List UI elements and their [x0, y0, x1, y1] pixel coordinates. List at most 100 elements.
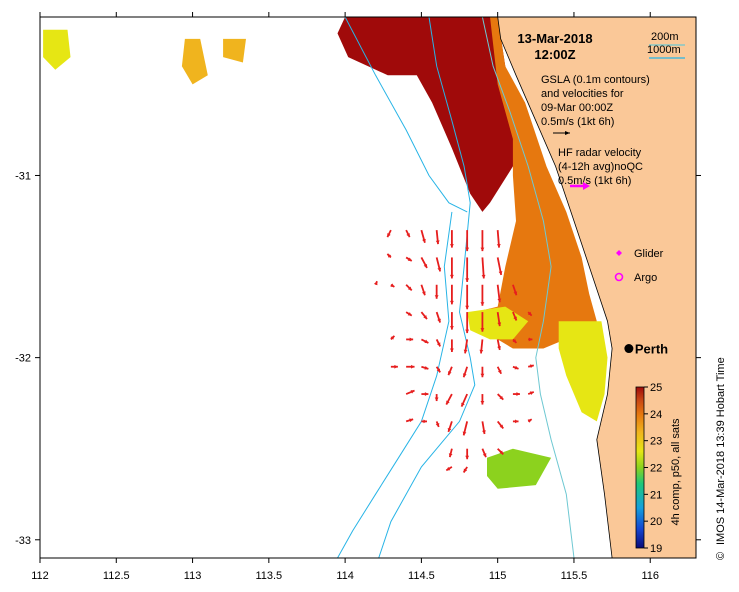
hf-vector-15	[496, 257, 503, 276]
hf-vector-70	[496, 420, 504, 429]
hf-vector-head	[497, 298, 502, 303]
x-tick-label: 116	[641, 570, 659, 582]
hf-vector-38	[435, 339, 441, 347]
hf-vector-23	[480, 284, 485, 306]
legend-depth-200-label: 200m	[651, 31, 679, 43]
hf-vector-head	[480, 373, 485, 378]
hf-vector-75	[481, 448, 487, 458]
hf-vector-65	[421, 419, 427, 424]
hf-vector-head	[481, 274, 486, 279]
hf-vector-72	[527, 418, 533, 423]
hf-vector-head	[409, 337, 414, 342]
hf-vector-head	[449, 326, 454, 330]
colorbar-tick-label: 22	[650, 463, 662, 475]
hf-vector-48	[435, 366, 441, 373]
y-tick-label: -31	[15, 170, 31, 182]
hf-vector-head	[394, 364, 398, 369]
hf-vector-head	[435, 423, 440, 427]
hf-vector-18	[405, 284, 413, 292]
hf-vector-head	[497, 322, 502, 327]
hf-vector-35	[390, 335, 396, 341]
land-mass	[497, 17, 696, 558]
hf-vector-head	[390, 335, 395, 340]
hf-vector-4	[449, 230, 454, 248]
hf-vector-head	[411, 364, 415, 369]
hf-vector-head	[496, 243, 501, 248]
hf-vector-60	[480, 394, 485, 405]
hf-vector-51	[480, 366, 485, 378]
hf-vector-28	[435, 311, 442, 323]
legend-gsla-scale: 0.5m/s (1kt 6h)	[541, 116, 614, 128]
colorbar-gradient	[635, 386, 645, 549]
hf-vector-76	[497, 448, 504, 455]
hf-vector-head	[480, 247, 485, 252]
hf-vector-68	[462, 421, 469, 436]
sst-region-offshore-green	[487, 448, 552, 489]
hf-vector-head	[407, 286, 412, 291]
hf-vector-78	[462, 466, 468, 473]
hf-vector-head	[463, 349, 468, 354]
hf-vector-head	[423, 263, 428, 268]
hf-vector-head	[498, 271, 503, 275]
sst-region-warm-core	[337, 17, 536, 212]
hf-vector-head	[449, 274, 454, 279]
x-tick-label: 115	[489, 570, 507, 582]
hf-vector-7	[496, 230, 501, 248]
colorbar-tick-label: 20	[650, 516, 662, 528]
hf-vector-33	[512, 311, 518, 321]
hf-vector-head	[513, 291, 518, 296]
hf-vector-61	[497, 393, 504, 401]
hf-vector-19	[420, 284, 426, 296]
legend-glider-label: Glider	[634, 248, 664, 260]
hf-vector-head	[515, 419, 519, 424]
hf-vector-head	[424, 339, 429, 344]
hf-vector-head	[497, 369, 502, 374]
hf-vector-66	[435, 421, 440, 428]
hf-vector-73	[448, 448, 453, 458]
hf-vector-9	[405, 256, 413, 262]
hf-vector-47	[421, 365, 429, 370]
hf-vector-head	[465, 278, 470, 282]
hf-vector-head	[387, 253, 392, 258]
perth-marker	[624, 344, 634, 354]
hf-vector-head	[480, 302, 485, 306]
legend-hf-scale: 0.5m/s (1kt 6h)	[558, 175, 631, 187]
hf-vector-3	[435, 230, 440, 245]
hf-vector-head	[423, 419, 427, 424]
colorbar-tick-label: 23	[650, 436, 662, 448]
plot-frame	[39, 16, 697, 559]
legend-hf-arrow	[570, 182, 590, 190]
hf-vector-head	[434, 295, 439, 299]
hf-vector-head	[499, 395, 504, 400]
hf-vector-head	[529, 364, 534, 369]
axis-layer: 112 112.5 113 113.5 114 114.5 115 115.5 116 -31 -3…	[15, 12, 701, 582]
hf-vector-27	[420, 311, 428, 320]
hf-vector-head	[387, 233, 391, 238]
hf-vector-30	[465, 312, 470, 334]
title-time: 12:00Z	[534, 47, 575, 62]
hf-vector-67	[447, 421, 453, 433]
hf-vector-head	[390, 283, 395, 287]
sst-region-nw-yellow	[43, 29, 71, 70]
x-tick-label: 112	[31, 570, 49, 582]
x-tick-label: 113.5	[255, 570, 282, 582]
hf-vector-31	[480, 312, 485, 332]
hf-vector-6	[480, 230, 485, 252]
copyright-symbol: ©	[715, 552, 727, 560]
hf-vector-head	[422, 238, 426, 243]
hf-vector-head	[447, 427, 452, 432]
hf-vector-26	[405, 311, 413, 317]
hf-vector-head	[446, 400, 450, 405]
legend-gsla-line1: GSLA (0.1m contours)	[541, 74, 650, 86]
legend-argo-label: Argo	[634, 272, 657, 284]
hf-vector-39	[449, 339, 454, 353]
hf-vector-21	[449, 284, 454, 305]
hf-vector-57	[434, 394, 439, 402]
hf-vector-42	[496, 339, 501, 351]
title-date: 13-Mar-2018	[517, 31, 592, 46]
hf-vector-34	[527, 311, 533, 317]
hf-vector-head	[499, 450, 504, 455]
legend-hf-line2: (4-12h avg)noQC	[558, 161, 643, 173]
land-layer	[497, 17, 696, 558]
